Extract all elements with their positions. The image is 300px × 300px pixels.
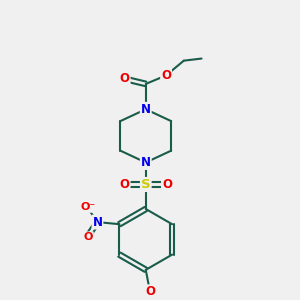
Text: N: N (141, 103, 151, 116)
Text: O: O (145, 285, 155, 298)
Text: O: O (162, 178, 172, 191)
Text: O: O (120, 72, 130, 85)
Text: N: N (141, 156, 151, 169)
Text: O: O (83, 232, 93, 242)
Text: O: O (120, 178, 130, 191)
Text: O⁻: O⁻ (80, 202, 96, 212)
Text: O: O (161, 69, 171, 82)
Text: N: N (92, 216, 103, 229)
Text: S: S (141, 178, 151, 191)
